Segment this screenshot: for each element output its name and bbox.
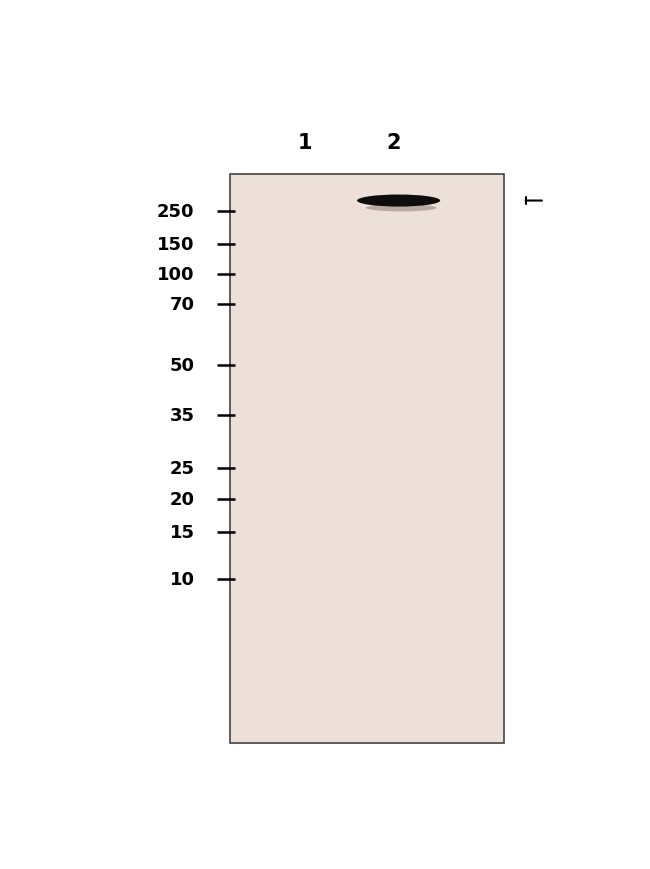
Text: 100: 100 (157, 266, 194, 284)
Text: 10: 10 (170, 570, 194, 588)
Text: 35: 35 (170, 407, 194, 424)
Text: 20: 20 (170, 490, 194, 508)
Text: 25: 25 (170, 460, 194, 478)
Text: 2: 2 (386, 133, 401, 153)
Text: 50: 50 (170, 356, 194, 375)
Ellipse shape (357, 196, 440, 208)
Text: 1: 1 (298, 133, 313, 153)
Text: 150: 150 (157, 235, 194, 254)
Text: 250: 250 (157, 202, 194, 221)
Text: 15: 15 (170, 523, 194, 541)
Text: 70: 70 (170, 296, 194, 314)
Ellipse shape (366, 205, 436, 212)
Bar (230, 175, 504, 743)
